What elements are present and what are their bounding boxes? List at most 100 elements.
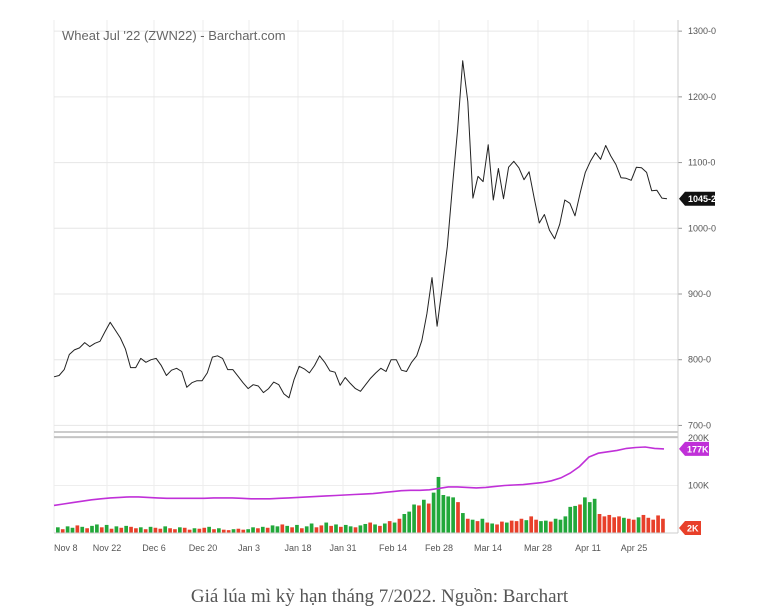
- volume-bar: [246, 529, 250, 533]
- volume-bar: [553, 518, 558, 533]
- volume-bar: [217, 528, 221, 533]
- volume-bar: [509, 520, 514, 533]
- volume-bar: [95, 524, 99, 533]
- price-line: [53, 60, 668, 399]
- volume-bar: [319, 525, 324, 533]
- volume-bar: [251, 527, 255, 533]
- volume-bar: [148, 526, 153, 533]
- grid: [53, 20, 678, 533]
- volume-bar: [353, 527, 358, 533]
- last-price-tag: [679, 191, 715, 206]
- volume-bar: [426, 503, 431, 533]
- volume-bar: [412, 504, 416, 533]
- volume-bar: [456, 502, 460, 533]
- wheat-futures-chart: 1300-0 1200-0 1100-0 1000-0 900-0 800-0 700-0 2…: [53, 20, 716, 553]
- volume-tick-label: 100K: [688, 481, 709, 491]
- volume-bar: [490, 523, 494, 533]
- volume-bar: [451, 497, 455, 533]
- volume-bar: [422, 499, 426, 533]
- volume-bar: [129, 526, 133, 533]
- volume-bar: [363, 523, 368, 533]
- volume-bar: [622, 517, 626, 533]
- volume-bar: [143, 529, 148, 533]
- volume-bar: [168, 528, 172, 533]
- volume-bar: [324, 522, 329, 533]
- volume-bar: [275, 526, 280, 533]
- volume-bar: [485, 522, 490, 533]
- y-tick-label: 1300-0: [688, 26, 716, 36]
- volume-bar: [382, 523, 387, 533]
- volume-bar: [475, 521, 480, 533]
- volume-bar: [373, 524, 377, 533]
- volume-bar: [548, 521, 553, 533]
- volume-bar: [519, 518, 524, 533]
- volume-bar: [192, 528, 197, 533]
- volume-bar: [465, 518, 470, 533]
- volume-bar: [285, 525, 290, 533]
- volume-bar: [197, 528, 202, 533]
- volume-bar: [134, 528, 138, 533]
- volume-bar: [70, 527, 75, 533]
- volume-bar: [158, 528, 163, 533]
- volume-bar: [270, 525, 275, 533]
- volume-bar: [651, 519, 656, 533]
- volume-bar: [661, 518, 665, 533]
- volume-bar: [397, 518, 402, 533]
- volume-bar: [339, 526, 343, 533]
- volume-bar: [173, 529, 177, 533]
- x-tick-label: Dec 20: [189, 543, 218, 553]
- x-tick-label: Mar 28: [524, 543, 552, 553]
- volume-bar: [441, 495, 446, 533]
- volume-bar: [626, 518, 631, 533]
- x-tick-label: Nov 22: [93, 543, 122, 553]
- volume-bar: [226, 530, 231, 533]
- volume-bar: [573, 505, 577, 533]
- volume-bar: [314, 527, 319, 533]
- volume-bar: [387, 521, 392, 533]
- volume-bar: [80, 526, 85, 533]
- volume-bar: [558, 519, 563, 533]
- volume-bar: [65, 526, 70, 533]
- x-tick-label: Jan 31: [329, 543, 356, 553]
- volume-bar: [431, 492, 436, 533]
- volume-bar: [402, 514, 407, 533]
- volume-bar: [256, 528, 260, 533]
- volume-bar: [90, 525, 94, 533]
- average-value-label: 177K: [687, 444, 709, 454]
- volume-bar: [221, 529, 226, 533]
- volume-bar: [529, 516, 534, 533]
- volume-bar: [446, 496, 451, 533]
- volume-bar: [260, 526, 265, 533]
- volume-bar: [265, 527, 270, 533]
- volume-bar: [417, 505, 421, 533]
- x-tick-label: Apr 11: [575, 543, 601, 553]
- volume-bar: [99, 527, 104, 533]
- volume-bar: [202, 527, 207, 533]
- volume-bar: [617, 516, 621, 533]
- axes: 1300-0 1200-0 1100-0 1000-0 900-0 800-0 700-0 2…: [54, 20, 716, 553]
- volume-bar: [114, 526, 119, 533]
- volume-bar: [646, 517, 651, 533]
- volume-bar: [104, 524, 109, 533]
- volume-bar: [138, 527, 143, 533]
- volume-bar: [461, 513, 465, 533]
- x-tick-label: Jan 3: [238, 543, 260, 553]
- volume-average-line: [53, 446, 665, 507]
- volume-value-label: 2K: [687, 524, 699, 534]
- volume-bar: [212, 529, 216, 533]
- x-tick-label: Nov 8: [54, 543, 78, 553]
- y-tick-label: 1000-0: [688, 223, 716, 233]
- volume-bar: [602, 516, 607, 533]
- volume-bar: [124, 525, 128, 533]
- volume-bar: [612, 517, 616, 533]
- volume-bar: [163, 526, 168, 533]
- y-tick-label: 1200-0: [688, 92, 716, 102]
- volume-bar: [592, 498, 597, 533]
- volume-bar: [109, 528, 114, 533]
- volume-tick-label: 200K: [688, 433, 709, 443]
- volume-value-tag: [679, 521, 701, 535]
- figure-caption: Giá lúa mì kỳ hạn tháng 7/2022. Nguồn: B…: [190, 586, 569, 607]
- volume-bar: [231, 529, 236, 533]
- volume-bar: [407, 511, 412, 533]
- volume-bar: [504, 522, 509, 533]
